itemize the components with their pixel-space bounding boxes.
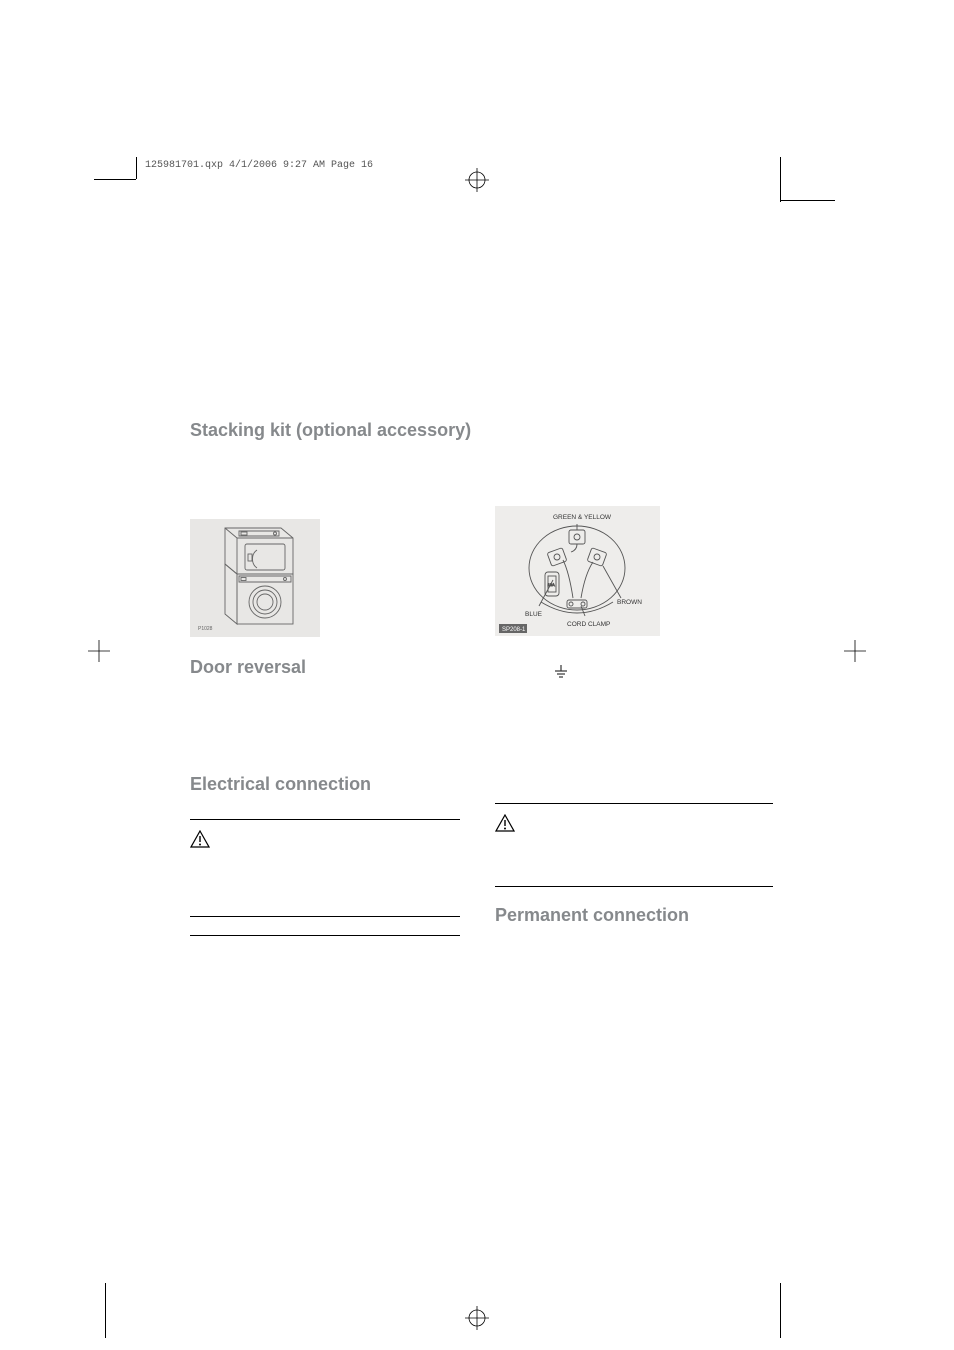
rule bbox=[495, 803, 773, 804]
heading-door-reversal: Door reversal bbox=[190, 657, 770, 678]
side-registration-right bbox=[844, 640, 866, 662]
heading-permanent: Permanent connection bbox=[495, 905, 773, 926]
plug-wiring-diagram: GREEN & YELLOW 13A bbox=[495, 506, 660, 636]
print-header: 125981701.qxp 4/1/2006 9:27 AM Page 16 bbox=[145, 160, 373, 171]
plug-label-code: SP208-1 bbox=[502, 627, 526, 633]
right-column: Permanent connection bbox=[495, 803, 773, 932]
side-registration-left bbox=[88, 640, 110, 662]
crop-mark bbox=[105, 1283, 106, 1338]
registration-mark-bottom bbox=[465, 1306, 489, 1330]
crop-mark bbox=[94, 179, 136, 180]
rule bbox=[495, 886, 773, 887]
washer-image-label: P1028 bbox=[198, 626, 213, 632]
rule bbox=[190, 935, 460, 936]
rule bbox=[190, 819, 460, 820]
stacking-kit-image: P1028 bbox=[190, 519, 320, 637]
plug-label-bottom: CORD CLAMP bbox=[567, 621, 610, 628]
crop-mark bbox=[780, 200, 835, 201]
rule bbox=[190, 916, 460, 917]
warning-icon bbox=[495, 814, 773, 832]
heading-stacking: Stacking kit (optional accessory) bbox=[190, 420, 770, 441]
crop-mark bbox=[136, 157, 137, 179]
registration-mark-top bbox=[465, 168, 489, 192]
ground-symbol bbox=[553, 664, 569, 680]
crop-mark bbox=[780, 1283, 781, 1338]
plug-label-left: BLUE bbox=[525, 611, 543, 618]
plug-label-right: BROWN bbox=[617, 599, 642, 606]
plug-label-top: GREEN & YELLOW bbox=[553, 514, 612, 521]
heading-electrical: Electrical connection bbox=[190, 774, 770, 795]
crop-mark bbox=[780, 157, 781, 202]
